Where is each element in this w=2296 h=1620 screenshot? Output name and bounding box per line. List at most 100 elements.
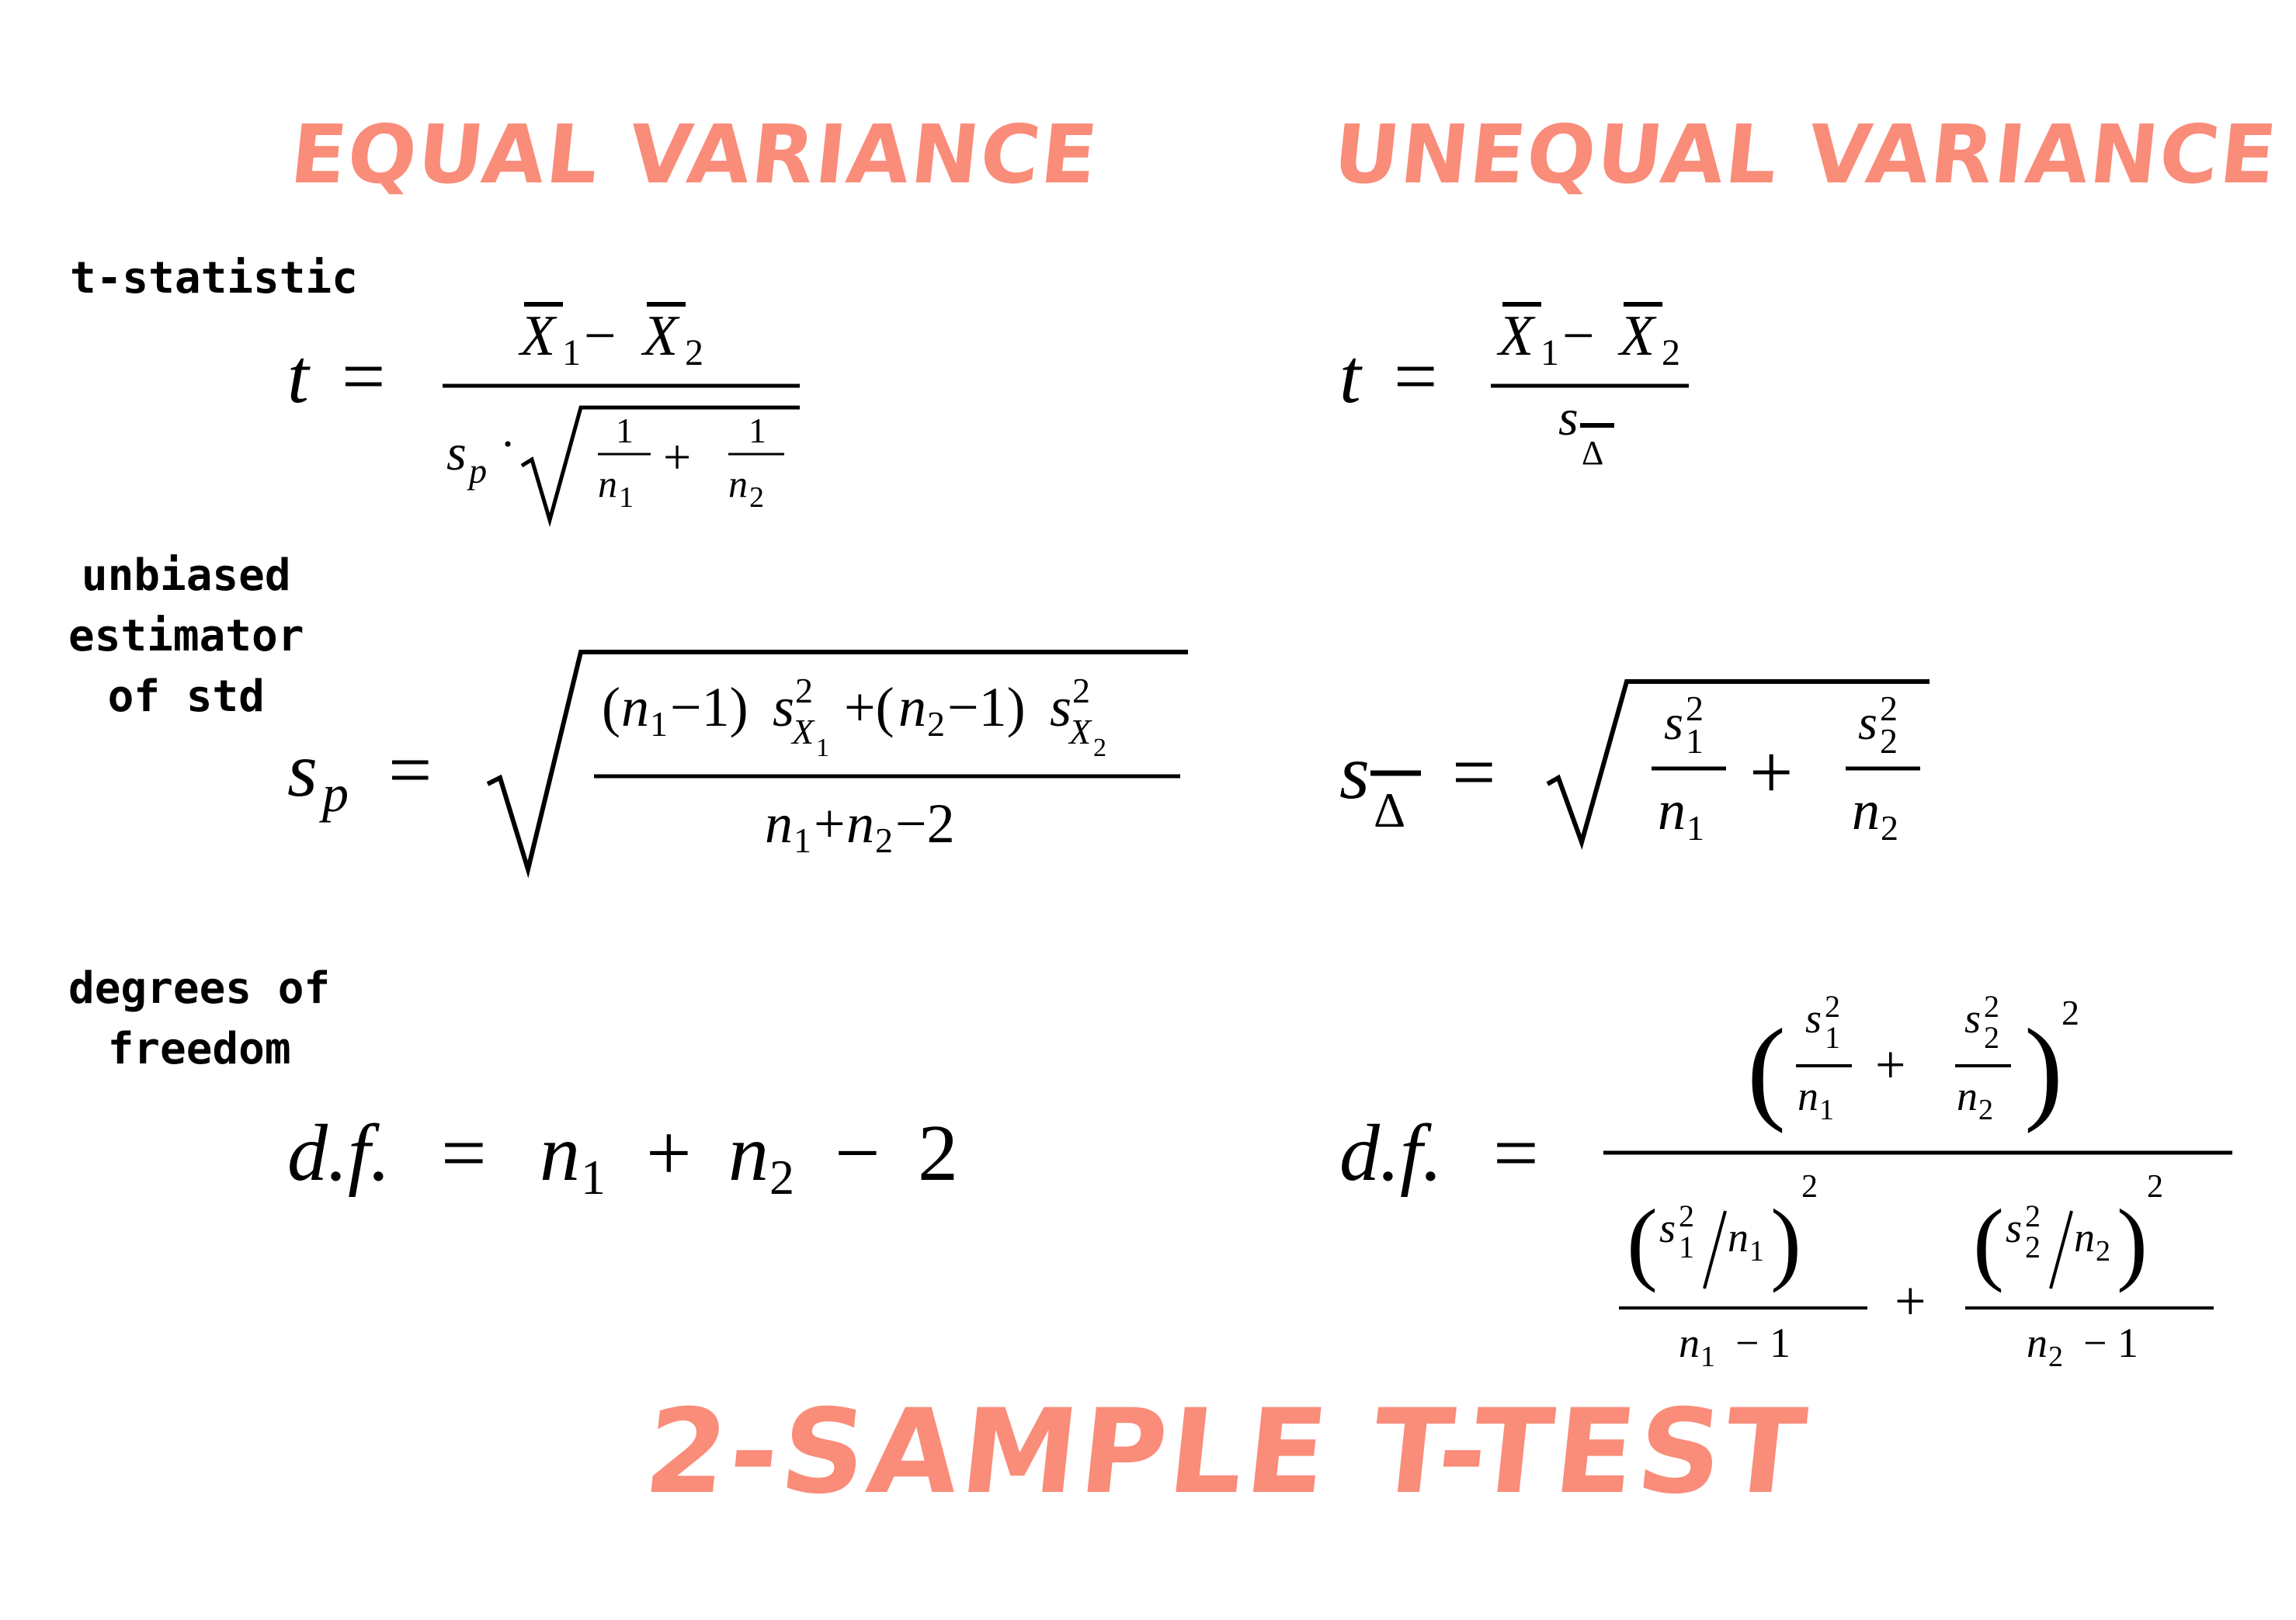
svg-text:1: 1 bbox=[650, 704, 668, 744]
svg-text:s: s bbox=[773, 676, 794, 738]
svg-text:s: s bbox=[287, 727, 318, 813]
svg-text:−2: −2 bbox=[895, 793, 955, 855]
svg-text:−1): −1) bbox=[670, 676, 749, 738]
svg-text:=: = bbox=[1394, 333, 1437, 419]
svg-text:2: 2 bbox=[749, 481, 764, 514]
svg-text:2: 2 bbox=[2096, 1235, 2110, 1268]
formula-df-unequal-variance: d.f. = ( s 2 1 n 1 + s 2 2 n 2 ) 2 ( s 2… bbox=[1339, 978, 2240, 1397]
svg-text:2: 2 bbox=[1825, 989, 1840, 1024]
svg-text:2: 2 bbox=[685, 332, 703, 373]
svg-text:+: + bbox=[1749, 729, 1793, 815]
svg-text:1: 1 bbox=[1541, 332, 1559, 373]
svg-text:=: = bbox=[342, 333, 385, 419]
svg-text:): ) bbox=[2024, 1005, 2063, 1134]
svg-text:1: 1 bbox=[816, 734, 829, 762]
svg-text:s: s bbox=[1050, 676, 1072, 738]
svg-text:s: s bbox=[446, 425, 467, 481]
svg-text:p: p bbox=[319, 764, 349, 823]
svg-text:s: s bbox=[2006, 1205, 2022, 1251]
svg-text:2: 2 bbox=[918, 1108, 958, 1198]
svg-text:1: 1 bbox=[749, 411, 766, 450]
svg-text:2: 2 bbox=[1686, 689, 1704, 728]
svg-text:n: n bbox=[621, 676, 649, 738]
svg-text:t: t bbox=[1339, 333, 1363, 419]
svg-text:t: t bbox=[287, 333, 311, 419]
page-title: 2-SAMPLE T-TEST bbox=[638, 1385, 1815, 1520]
svg-text:1: 1 bbox=[1686, 808, 1704, 848]
svg-text:d.f.: d.f. bbox=[287, 1108, 391, 1198]
svg-text:n: n bbox=[540, 1108, 580, 1198]
svg-text:n: n bbox=[728, 462, 748, 505]
svg-text:1: 1 bbox=[1825, 1020, 1840, 1055]
formula-df-equal-variance: d.f. = n 1 + n 2 − 2 bbox=[287, 1094, 986, 1219]
svg-text:n: n bbox=[1728, 1214, 1749, 1261]
label-line: estimator bbox=[68, 611, 304, 661]
svg-text:X: X bbox=[1068, 712, 1092, 751]
svg-text:2: 2 bbox=[1978, 1094, 1993, 1126]
svg-text:2: 2 bbox=[1880, 721, 1898, 761]
svg-text:s: s bbox=[1339, 729, 1370, 815]
formula-t-equal-variance: t = X 1 − X 2 s p · 1 n 1 + 1 n 2 bbox=[287, 287, 815, 536]
svg-text:): ) bbox=[1770, 1190, 1801, 1293]
svg-text:− 1: − 1 bbox=[2083, 1320, 2138, 1366]
label-line: freedom bbox=[107, 1024, 291, 1074]
svg-text:+: + bbox=[1895, 1270, 1926, 1332]
unequal-variance-heading: UNEQUAL VARIANCE bbox=[1329, 107, 2283, 202]
svg-text:2: 2 bbox=[1984, 1020, 1999, 1055]
svg-text:2: 2 bbox=[795, 671, 813, 710]
svg-text:2: 2 bbox=[2048, 1341, 2063, 1373]
formula-t-unequal-variance: t = X 1 − X 2 s Δ bbox=[1339, 287, 1743, 489]
svg-text:d.f.: d.f. bbox=[1339, 1108, 1443, 1198]
svg-text:n: n bbox=[728, 1108, 769, 1198]
label-degrees-of-freedom: degrees of freedom bbox=[68, 959, 330, 1080]
svg-text:−: − bbox=[584, 304, 617, 368]
label-t-statistic: t-statistic bbox=[70, 253, 358, 304]
svg-text:+: + bbox=[1875, 1035, 1905, 1095]
svg-text:s: s bbox=[1664, 695, 1683, 750]
svg-text:1: 1 bbox=[794, 820, 811, 860]
svg-text:1: 1 bbox=[581, 1150, 606, 1205]
svg-text:2: 2 bbox=[1662, 332, 1680, 373]
label-line: of std bbox=[107, 671, 265, 722]
svg-text:2: 2 bbox=[2025, 1199, 2041, 1233]
svg-text:·: · bbox=[500, 418, 516, 470]
svg-text:(: ( bbox=[1747, 1005, 1786, 1134]
svg-text:n: n bbox=[1798, 1073, 1818, 1119]
svg-text:n: n bbox=[1957, 1073, 1978, 1119]
svg-text:n: n bbox=[1679, 1320, 1700, 1366]
label-line: unbiased bbox=[81, 550, 291, 601]
svg-text:1: 1 bbox=[1749, 1235, 1764, 1268]
svg-text:−: − bbox=[835, 1108, 881, 1198]
svg-text:1: 1 bbox=[1679, 1230, 1694, 1264]
svg-text:2: 2 bbox=[1881, 808, 1898, 848]
svg-text:+(: +( bbox=[844, 676, 894, 738]
svg-text:2: 2 bbox=[1880, 689, 1898, 728]
svg-text:s: s bbox=[1659, 1205, 1676, 1251]
svg-text:=: = bbox=[388, 727, 432, 813]
svg-text:+: + bbox=[646, 1108, 692, 1198]
svg-text:2: 2 bbox=[2147, 1169, 2163, 1205]
svg-text:1: 1 bbox=[619, 481, 634, 514]
svg-text:2: 2 bbox=[875, 820, 893, 860]
svg-text:− 1: − 1 bbox=[1735, 1320, 1791, 1366]
svg-text:2: 2 bbox=[1072, 671, 1090, 710]
svg-text:s: s bbox=[1558, 390, 1579, 446]
svg-text:Δ: Δ bbox=[1374, 782, 1405, 838]
svg-text:n: n bbox=[898, 676, 926, 738]
svg-text:=: = bbox=[1452, 729, 1495, 815]
svg-text:n: n bbox=[1852, 779, 1880, 841]
svg-text:−: − bbox=[1562, 304, 1595, 368]
svg-text:X: X bbox=[1496, 304, 1536, 368]
svg-text:2: 2 bbox=[1093, 734, 1106, 762]
svg-text:X: X bbox=[790, 712, 815, 751]
svg-text:n: n bbox=[1658, 779, 1686, 841]
label-line: degrees of bbox=[68, 963, 331, 1014]
svg-text:+: + bbox=[663, 429, 691, 484]
formula-s-delta: s Δ = s 2 1 n 1 + s 2 2 n 2 bbox=[1339, 668, 1945, 869]
svg-text:(: ( bbox=[602, 676, 620, 738]
label-unbiased-estimator: unbiased estimator of std bbox=[68, 546, 304, 727]
svg-text:1: 1 bbox=[1819, 1094, 1834, 1126]
svg-text:2: 2 bbox=[2025, 1230, 2041, 1264]
svg-text:1: 1 bbox=[616, 411, 634, 450]
svg-text:2: 2 bbox=[769, 1150, 794, 1205]
